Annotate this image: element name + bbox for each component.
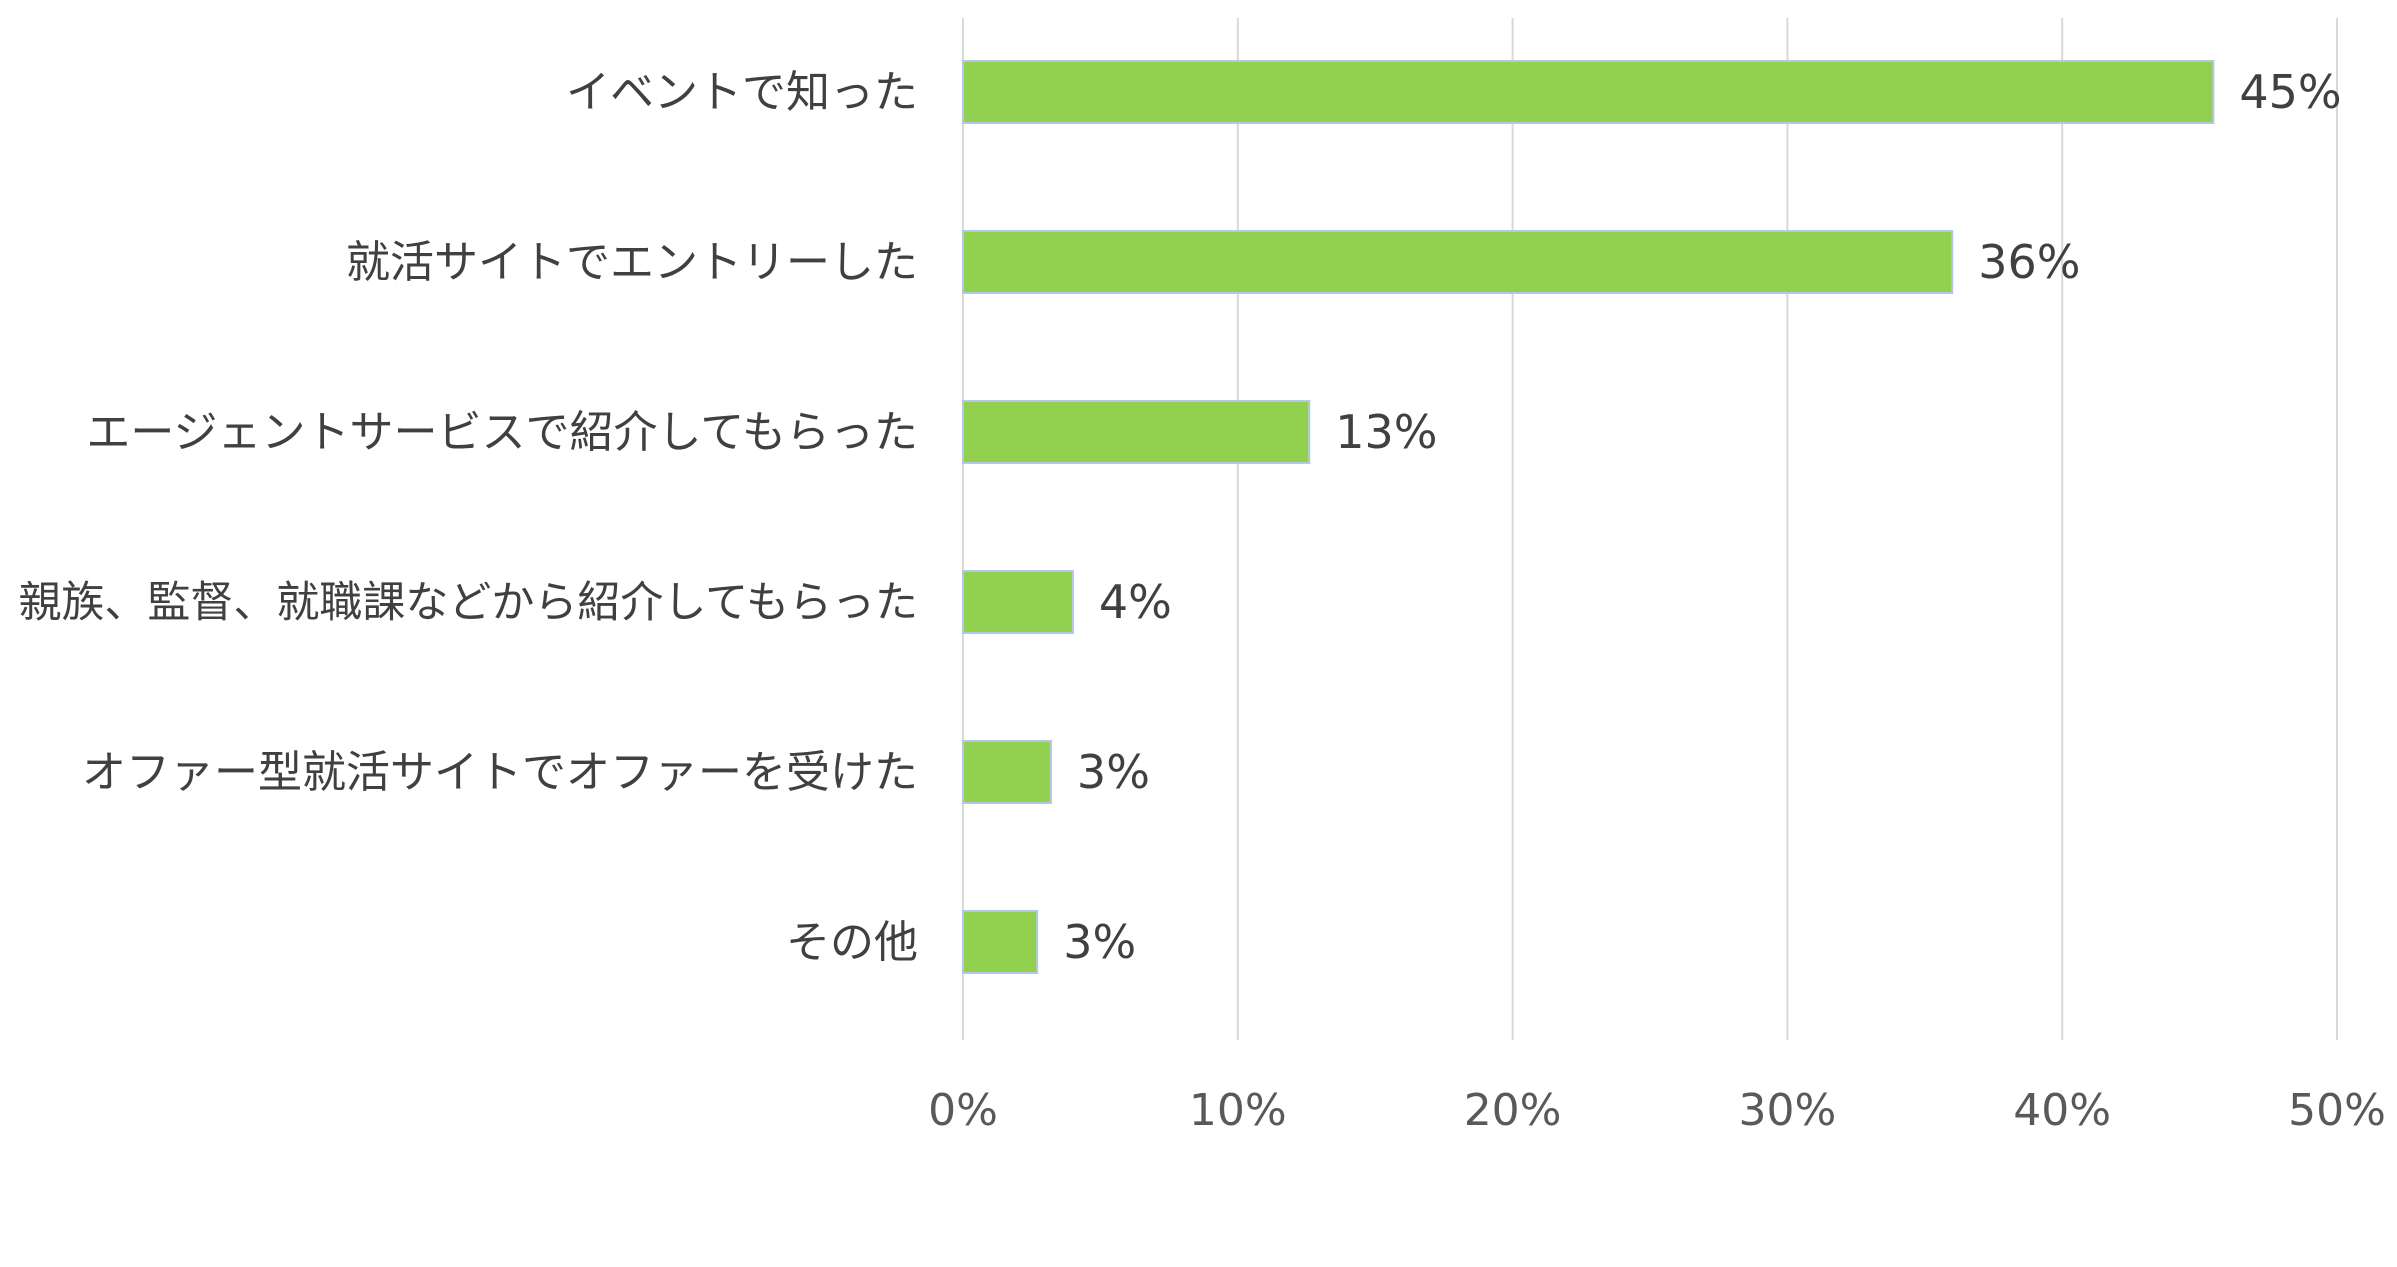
data-label: 45% xyxy=(2239,65,2341,119)
x-tick-label: 10% xyxy=(1189,1085,1287,1136)
bar xyxy=(962,400,1311,464)
gridlines xyxy=(962,18,2338,1040)
data-label: 3% xyxy=(1063,915,1136,969)
bar xyxy=(962,60,2215,124)
category-label: オファー型就活サイトでオファーを受けた xyxy=(82,747,918,798)
bar xyxy=(962,910,1039,974)
data-label: 4% xyxy=(1099,575,1172,629)
bar xyxy=(962,740,1052,804)
data-label: 3% xyxy=(1077,745,1150,799)
category-label: 就活サイトでエントリーした xyxy=(346,237,918,288)
x-tick-label: 50% xyxy=(2288,1085,2386,1136)
x-tick-label: 20% xyxy=(1464,1085,1562,1136)
category-label: 親族、監督、就職課などから紹介してもらった xyxy=(18,578,918,628)
data-label: 36% xyxy=(1978,235,2080,289)
x-tick-label: 40% xyxy=(2013,1085,2111,1136)
x-tick-label: 0% xyxy=(928,1085,998,1136)
category-label: イベントで知った xyxy=(566,67,918,118)
bars xyxy=(962,60,2215,974)
data-label: 13% xyxy=(1335,405,1437,459)
bar xyxy=(962,570,1074,634)
x-axis-tick-labels: 0% 10% 20% 30% 40% 50% xyxy=(928,1085,2386,1136)
x-tick-label: 30% xyxy=(1739,1085,1837,1136)
bar xyxy=(962,230,1954,294)
data-labels: 45% 36% 13% 4% 3% 3% xyxy=(1063,65,2341,969)
category-label: その他 xyxy=(786,917,918,968)
category-labels: イベントで知った就活サイトでエントリーしたエージェントサービスで紹介してもらった… xyxy=(18,67,918,968)
category-label: エージェントサービスで紹介してもらった xyxy=(86,407,918,458)
